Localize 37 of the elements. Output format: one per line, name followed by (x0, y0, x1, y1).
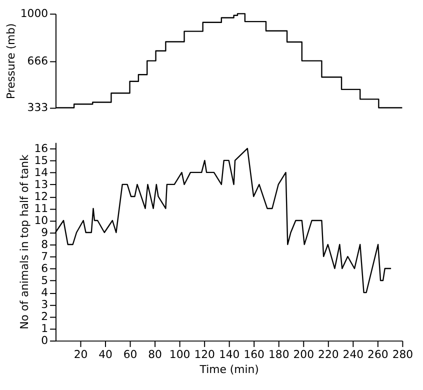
x-tick-label: 40 (98, 348, 112, 361)
y-tick-label: 7 (41, 250, 48, 263)
x-tick-label: 260 (368, 348, 388, 361)
y-tick-label: 14 (34, 166, 48, 179)
y-axis-title: Pressure (mb) (4, 23, 18, 100)
x-tick-label: 80 (148, 348, 162, 361)
x-tick-label: 220 (318, 348, 339, 361)
x-tick-label: 60 (123, 348, 138, 361)
x-axis-title: Time (min) (198, 362, 259, 376)
y-tick-label: 3 (41, 298, 48, 312)
x-tick-label: 120 (194, 348, 216, 361)
x-tick-label: 200 (293, 348, 314, 361)
y-tick-label: 333 (27, 101, 48, 114)
x-tick-label: 180 (268, 348, 290, 361)
y-tick-label: 12 (34, 190, 48, 203)
x-tick-label: 140 (218, 348, 240, 361)
x-tick-label: 280 (392, 348, 414, 361)
y-tick-label: 10 (34, 214, 48, 227)
y-tick-label: 2 (41, 310, 48, 324)
y-axis-title: No of animals in top half of tank (18, 154, 32, 330)
x-tick-label: 100 (169, 348, 190, 361)
y-tick-label: 16 (34, 142, 48, 155)
y-tick-label: 6 (41, 262, 48, 275)
y-tick-label: 4 (41, 286, 48, 300)
x-tick-label: 160 (244, 348, 265, 361)
y-tick-label: 8 (41, 238, 48, 251)
y-tick-label: 1000 (20, 7, 48, 20)
x-tick-label: 20 (74, 348, 88, 361)
y-tick-label: 666 (27, 54, 48, 68)
y-tick-label: 1 (41, 322, 48, 336)
y-tick-label: 5 (41, 274, 48, 287)
y-tick-label: 13 (34, 178, 48, 191)
y-tick-label: 11 (34, 202, 48, 215)
x-tick-label: 240 (342, 348, 364, 361)
y-tick-label: 0 (41, 334, 48, 348)
y-tick-label: 15 (34, 154, 48, 167)
y-tick-label: 9 (41, 226, 48, 239)
